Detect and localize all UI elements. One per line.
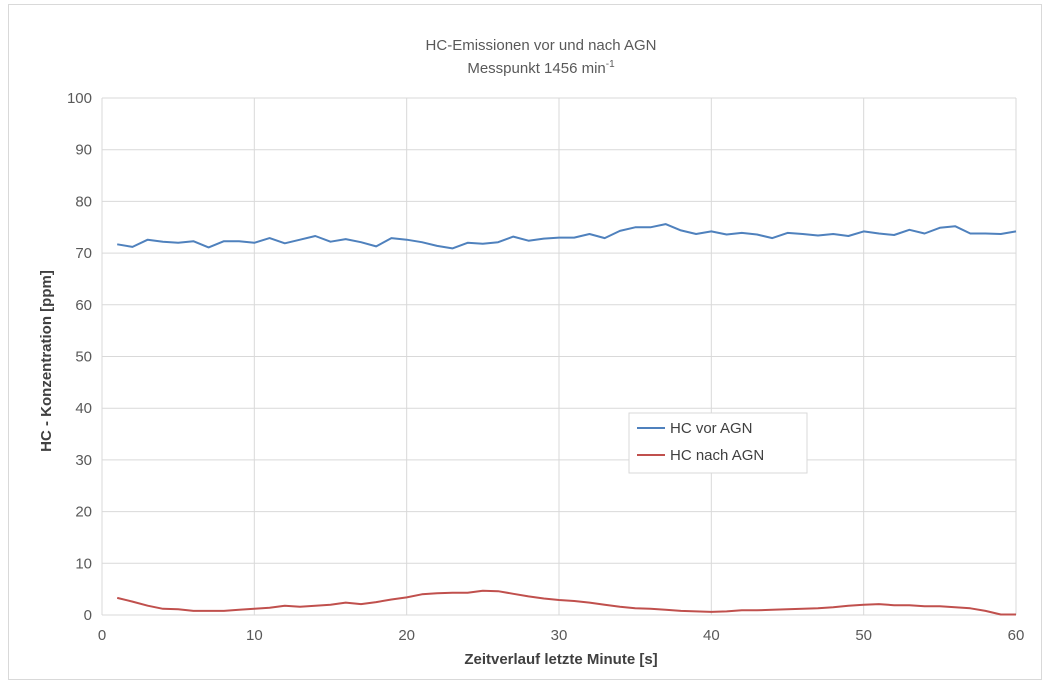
y-tick-label: 90	[75, 142, 92, 159]
x-tick-label: 10	[246, 627, 263, 644]
y-tick-label: 60	[75, 297, 92, 314]
y-tick-label: 10	[75, 555, 92, 572]
chart-subtitle-text: Messpunkt 1456 min	[467, 60, 605, 77]
y-tick-label: 70	[75, 245, 92, 262]
x-tick-label: 60	[1008, 627, 1025, 644]
chart-subtitle: Messpunkt 1456 min-1	[467, 59, 615, 77]
y-axis-title: HC - Konzentration [ppm]	[38, 270, 55, 452]
chart-frame: HC-Emissionen vor und nach AGN Messpunkt…	[8, 4, 1042, 680]
legend-box	[628, 412, 808, 474]
legend-label-hc-nach-agn: HC nach AGN	[670, 447, 764, 464]
x-axis-title: Zeitverlauf letzte Minute [s]	[464, 651, 657, 668]
legend: HC vor AGN HC nach AGN	[628, 412, 808, 474]
y-tick-label: 0	[84, 607, 92, 624]
y-tick-label: 30	[75, 452, 92, 469]
y-tick-label: 20	[75, 504, 92, 521]
chart-subtitle-unit-sup: -1	[606, 59, 615, 70]
x-tick-label: 30	[551, 627, 568, 644]
x-tick-label: 20	[398, 627, 415, 644]
series-lines	[116, 223, 1017, 616]
legend-label-hc-vor-agn: HC vor AGN	[670, 420, 753, 437]
gridlines	[101, 97, 1017, 616]
y-tick-label: 100	[67, 90, 92, 107]
y-tick-label: 40	[75, 400, 92, 417]
chart-title: HC-Emissionen vor und nach AGN	[426, 37, 657, 54]
x-tick-label: 50	[855, 627, 872, 644]
y-tick-label: 80	[75, 193, 92, 210]
tick-labels: 0 10 20 30 40 50 60 70 80 90 100 0 10 20 30 40 50 60	[67, 90, 1024, 644]
series-line-hc-vor-agn	[117, 223, 1017, 250]
series-line-hc-nach-agn	[116, 589, 1016, 616]
line-chart: HC-Emissionen vor und nach AGN Messpunkt…	[38, 37, 1024, 668]
x-tick-label: 40	[703, 627, 720, 644]
y-tick-label: 50	[75, 349, 92, 366]
x-tick-label: 0	[98, 627, 106, 644]
